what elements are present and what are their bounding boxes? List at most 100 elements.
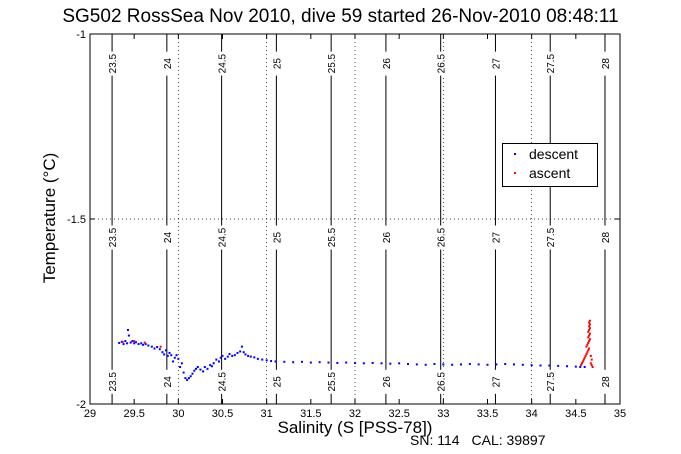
serial-number: SN: 114	[410, 432, 460, 448]
data-point-descent	[153, 347, 156, 350]
data-point-descent	[175, 354, 178, 357]
data-point-descent	[442, 363, 445, 366]
data-point-ascent	[580, 364, 583, 367]
data-point-ascent	[121, 340, 124, 343]
data-point-ascent	[143, 341, 146, 344]
data-point-descent	[212, 362, 215, 365]
data-point-descent	[228, 353, 231, 356]
data-point-descent	[239, 350, 242, 353]
data-point-descent	[142, 343, 144, 346]
data-point-descent	[283, 360, 286, 363]
data-point-descent	[327, 361, 330, 364]
contour-label: 26	[382, 58, 393, 70]
data-point-descent	[495, 363, 498, 366]
data-point-descent	[226, 355, 229, 358]
contour-label-bg	[107, 225, 118, 250]
data-point-descent	[261, 358, 264, 361]
data-point-ascent	[589, 362, 592, 365]
data-point-descent	[309, 361, 312, 364]
data-point-ascent	[588, 325, 591, 328]
legend-item-ascent: ascent	[503, 163, 597, 182]
data-point-ascent	[588, 329, 591, 331]
data-point-descent	[318, 361, 321, 364]
data-point-descent	[209, 364, 212, 367]
data-point-descent	[122, 343, 125, 346]
data-point-descent	[566, 365, 568, 368]
contour-label-bg	[326, 225, 337, 250]
contour-label-bg	[271, 51, 282, 76]
data-point-descent	[292, 361, 295, 364]
contour-label-bg	[161, 225, 172, 250]
data-point-descent	[180, 362, 183, 365]
data-point-descent	[203, 366, 206, 368]
data-point-descent	[156, 346, 159, 349]
contour-label: 24	[163, 232, 174, 244]
data-point-descent	[170, 354, 173, 357]
x-axis-label: Salinity (S [PSS-78])	[277, 418, 433, 437]
contour-label: 27	[491, 376, 502, 388]
data-point-descent	[249, 355, 252, 358]
contour-label-bg	[545, 51, 556, 76]
contour-label: 23.5	[108, 372, 119, 392]
contour-label: 24.5	[218, 53, 229, 73]
contour-label: 24.5	[218, 372, 229, 392]
data-point-descent	[221, 354, 224, 357]
contour-label: 27	[491, 232, 502, 244]
contour-label-bg	[161, 369, 172, 394]
data-point-descent	[433, 363, 436, 366]
data-point-descent	[195, 367, 197, 370]
data-point-ascent	[585, 353, 588, 356]
data-point-descent	[189, 375, 192, 378]
x-tick-label: 30.5	[212, 408, 233, 420]
data-point-ascent	[587, 341, 590, 344]
contour-label: 27	[491, 58, 502, 70]
data-point-descent	[163, 353, 166, 356]
data-point-ascent	[591, 366, 594, 368]
data-point-descent	[265, 359, 268, 362]
data-point-descent	[548, 364, 551, 367]
data-point-ascent	[590, 364, 593, 367]
data-point-ascent	[588, 338, 591, 341]
contour-label-bg	[599, 225, 610, 250]
legend-label-descent: descent	[529, 145, 579, 162]
contour-label: 24	[163, 376, 174, 388]
data-point-descent	[371, 361, 374, 364]
contour-label: 28	[601, 232, 612, 244]
contour-label: 26.5	[437, 372, 448, 392]
x-tick-label: 34.5	[565, 408, 586, 420]
y-tick-label: -2	[76, 399, 86, 411]
contour-label-bg	[271, 225, 282, 250]
contour-label-bg	[545, 369, 556, 394]
data-point-descent	[354, 361, 356, 364]
x-tick-label: 33	[437, 408, 449, 420]
data-point-ascent	[159, 345, 162, 348]
data-point-descent	[126, 342, 129, 345]
data-point-ascent	[590, 358, 593, 361]
y-tick-label: -1.5	[67, 214, 86, 226]
data-point-descent	[468, 363, 471, 366]
data-point-descent	[521, 363, 524, 366]
x-tick-label: 31.5	[300, 408, 321, 420]
data-point-ascent	[582, 358, 585, 361]
data-point-descent	[172, 360, 175, 363]
contour-label: 27.5	[546, 372, 557, 392]
data-point-ascent	[588, 334, 591, 337]
contour-label-bg	[380, 369, 391, 394]
contour-label: 25	[272, 232, 283, 244]
data-point-descent	[460, 363, 462, 366]
calibration: CAL: 39897	[471, 432, 546, 448]
contour-label-bg	[216, 51, 227, 76]
data-point-descent	[583, 366, 586, 368]
data-point-descent	[134, 341, 137, 344]
data-point-ascent	[588, 319, 591, 322]
data-point-ascent	[588, 327, 591, 330]
contour-label-bg	[380, 51, 391, 76]
legend-marker-ascent	[509, 167, 521, 179]
data-point-descent	[144, 343, 147, 346]
contour-label: 23.5	[108, 227, 119, 247]
contour-label-bg	[490, 369, 501, 394]
data-point-descent	[127, 334, 130, 337]
contour-label-bg	[435, 51, 446, 76]
contour-label-bg	[435, 369, 446, 394]
